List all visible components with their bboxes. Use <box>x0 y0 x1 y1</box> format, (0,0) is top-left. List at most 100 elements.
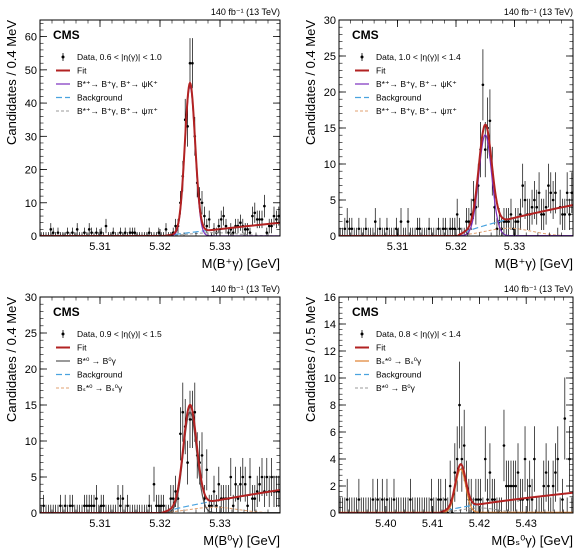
data-point <box>71 231 74 234</box>
data-point <box>427 227 431 231</box>
data-point <box>437 227 440 231</box>
data-point <box>75 228 79 231</box>
data-point <box>92 504 96 508</box>
data-point <box>547 484 550 488</box>
y-tick-label: 6 <box>330 427 336 439</box>
data-point <box>474 498 478 501</box>
y-tick-label: 30 <box>25 292 37 304</box>
data-points <box>339 361 573 513</box>
lumi-label: 140 fb⁻¹ (13 TeV) <box>211 7 280 17</box>
data-point <box>409 498 412 501</box>
y-tick-label: 40 <box>25 98 37 110</box>
data-point <box>533 457 536 461</box>
legend-label: B*⁺→ B⁺γ, B⁺→ ψK⁺ <box>376 79 457 89</box>
y-axis-label: Candidates / 0.4 MeV <box>4 297 19 422</box>
data-point <box>236 497 240 500</box>
legend-label: Fit <box>77 343 87 353</box>
plot-area <box>339 49 573 236</box>
plot-area <box>40 38 280 236</box>
curve-signal <box>339 134 573 236</box>
data-points <box>339 49 573 236</box>
data-point <box>547 184 550 187</box>
data-point <box>483 457 487 461</box>
legend-label: Background <box>77 93 123 103</box>
data-point <box>554 191 557 195</box>
data-point <box>99 504 103 508</box>
data-point <box>253 211 257 215</box>
data-point <box>505 484 508 488</box>
legend-label: Data, 1.0 < |η(γ)| < 1.4 <box>376 52 461 62</box>
x-tick-label: 5.32 <box>445 241 466 253</box>
data-point <box>253 497 257 500</box>
data-point <box>155 504 158 508</box>
data-point <box>159 504 163 508</box>
y-tick-label: 0 <box>330 508 336 520</box>
data-point <box>554 471 557 474</box>
data-point <box>357 498 361 501</box>
x-axis-label: M(B⁺γ) [GeV] <box>202 256 280 271</box>
data-point <box>451 227 454 231</box>
data-point <box>200 201 204 205</box>
data-point <box>99 231 103 234</box>
data-point <box>378 227 382 231</box>
data-point <box>512 484 515 488</box>
data-point <box>126 504 129 508</box>
data-point <box>231 504 235 508</box>
x-axis-label: M(B⁰γ) [GeV] <box>203 533 280 548</box>
data-point <box>174 490 177 493</box>
cms-label: CMS <box>53 28 80 42</box>
x-tick-label: 5.33 <box>209 241 230 253</box>
data-point <box>385 227 389 231</box>
data-point <box>509 213 513 216</box>
data-point <box>121 497 125 500</box>
x-tick-label: 5.42 <box>469 518 490 530</box>
legend: Data, 0.6 < |η(γ)| < 1.0 Fit B*⁺→ B⁺γ, B⁺→… <box>56 52 162 116</box>
data-point <box>493 498 496 501</box>
data-point <box>537 191 541 195</box>
data-point <box>42 504 45 508</box>
data-point <box>49 228 53 231</box>
legend-label: Fit <box>77 66 87 76</box>
y-tick-label: 20 <box>25 165 37 177</box>
data-point <box>376 498 379 501</box>
data-point <box>444 227 447 231</box>
data-point <box>514 484 517 488</box>
data-point <box>131 231 134 234</box>
data-point <box>275 218 278 221</box>
data-point <box>246 228 249 231</box>
legend-label: Background <box>376 370 422 380</box>
data-point <box>516 471 520 474</box>
data-point <box>462 444 466 447</box>
data-point <box>119 231 122 234</box>
legend-label: B*⁺→ B⁺γ, B⁺→ ψK⁺ <box>77 79 158 89</box>
chart-panel-3: 0 5 10 15 20 25 30 5.31 5.32 5.33 M(B⁰γ) [GeV] Cand… <box>4 284 281 548</box>
curve-fit <box>339 463 573 513</box>
lumi-label: 140 fb⁻¹ (13 TeV) <box>504 7 573 17</box>
data-point <box>505 220 508 223</box>
y-tick-label: 10 <box>324 159 336 171</box>
data-point <box>59 504 62 508</box>
data-point <box>460 457 464 461</box>
data-point <box>68 504 72 508</box>
y-tick-label: 12 <box>324 346 336 358</box>
data-point <box>258 482 261 486</box>
data-point <box>270 475 273 479</box>
data-point <box>246 504 249 508</box>
data-point <box>544 471 548 474</box>
data-point <box>229 475 233 479</box>
data-point <box>123 231 127 234</box>
data-point <box>147 504 151 508</box>
data-point <box>272 214 276 218</box>
y-tick-label: 14 <box>324 319 336 331</box>
data-point <box>265 475 269 479</box>
chart-panel-4: 0 2 4 6 8 10 12 14 16 5.40 5.41 5.42 5.43 M(Bₛ⁰γ) [Ge… <box>303 284 574 548</box>
cms-label: CMS <box>352 28 379 42</box>
data-point <box>219 218 223 221</box>
data-point <box>104 224 108 228</box>
y-tick-label: 0 <box>31 508 37 520</box>
y-tick-label: 10 <box>25 198 37 210</box>
data-point <box>51 231 55 234</box>
data-point <box>530 498 534 501</box>
data-point <box>95 497 98 500</box>
data-point <box>188 418 192 421</box>
